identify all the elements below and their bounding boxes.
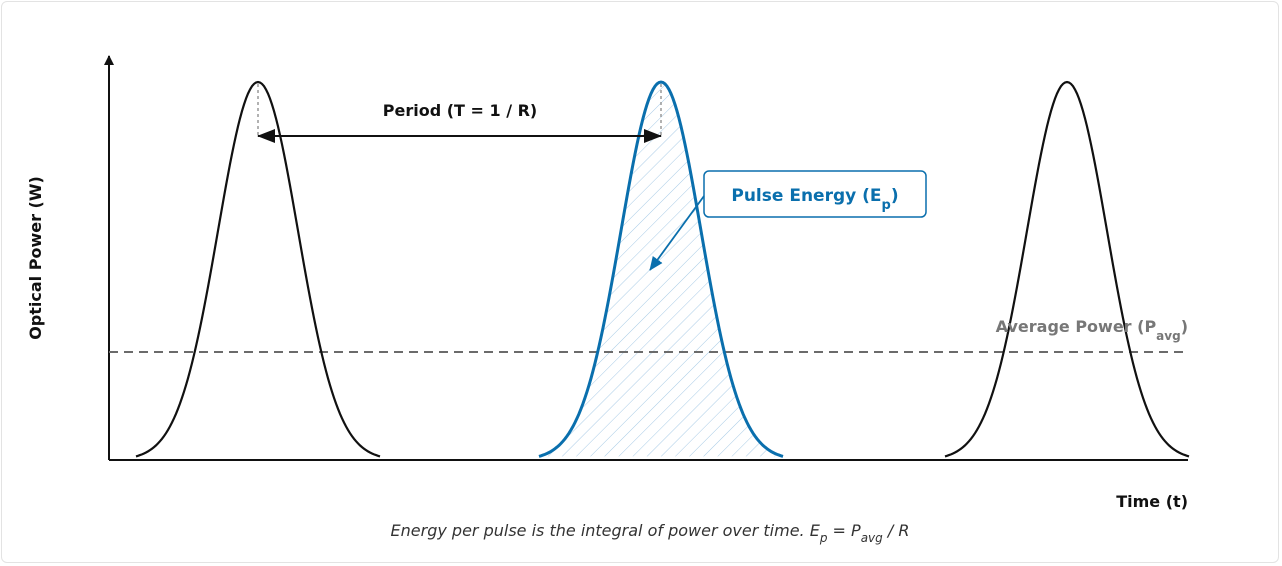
y-axis-label: Optical Power (W) <box>26 176 45 340</box>
average-power-label: Average Power (Pavg) <box>996 317 1188 343</box>
pulse-energy-hatch <box>539 82 783 457</box>
pulse-energy-label: Pulse Energy (Ep) <box>731 186 898 213</box>
pulse-3 <box>944 80 1190 458</box>
callout-pointer-arrow <box>649 195 705 271</box>
pulse-1 <box>135 80 381 458</box>
caption: Energy per pulse is the integral of powe… <box>391 521 910 545</box>
pulse-2 <box>538 80 784 458</box>
x-axis-label: Time (t) <box>1116 492 1188 511</box>
period-label: Period (T = 1 / R) <box>383 101 538 120</box>
pulse-energy-callout <box>703 170 927 218</box>
